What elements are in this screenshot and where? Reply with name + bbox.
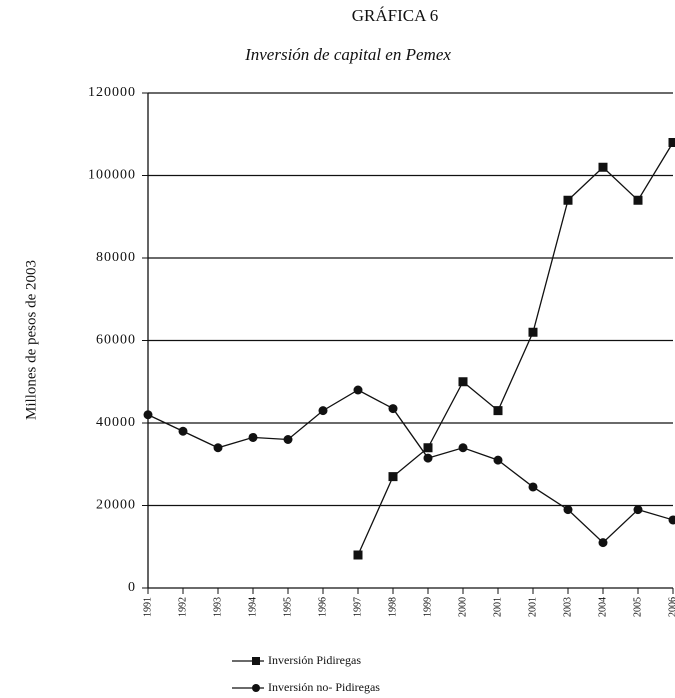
- marker: [353, 385, 363, 395]
- marker: [563, 505, 573, 515]
- x-tick-label: 1992: [177, 597, 188, 617]
- y-axis-label: Millones de pesos de 2003: [23, 260, 39, 420]
- legend-marker: [252, 657, 260, 665]
- x-tick-label: 2003: [562, 597, 573, 617]
- series-line: [357, 142, 674, 556]
- legend-label: Inversión Pidiregas: [268, 653, 361, 667]
- y-tick-label: 120000: [88, 85, 136, 100]
- x-tick-label: 1999: [422, 597, 433, 617]
- marker: [563, 195, 573, 205]
- marker: [598, 162, 608, 172]
- marker: [423, 453, 433, 463]
- x-tick-label: 1995: [282, 597, 293, 617]
- marker: [633, 505, 643, 515]
- y-tick-label: 60000: [96, 333, 136, 348]
- marker: [668, 515, 675, 525]
- y-tick-label: 0: [128, 580, 136, 595]
- marker: [493, 406, 503, 416]
- marker: [598, 538, 608, 548]
- marker: [528, 482, 538, 492]
- marker: [318, 406, 328, 416]
- marker: [388, 404, 398, 414]
- marker: [668, 138, 675, 147]
- marker: [633, 195, 643, 205]
- marker: [458, 443, 468, 453]
- y-tick-label: 20000: [96, 498, 136, 513]
- x-tick-label: 1991: [142, 597, 153, 617]
- x-tick-label: 2006: [667, 597, 675, 617]
- x-tick-label: 1997: [352, 597, 363, 617]
- x-tick-label: 2000: [457, 597, 468, 617]
- marker: [493, 455, 503, 465]
- marker: [178, 426, 188, 436]
- marker: [213, 443, 223, 453]
- y-tick-label: 80000: [96, 250, 136, 265]
- x-tick-label: 2004: [597, 597, 608, 617]
- x-tick-label: 2001: [492, 597, 503, 617]
- marker: [423, 443, 433, 453]
- chart-subtitle: Inversión de capital en Pemex: [244, 45, 451, 64]
- marker: [458, 377, 468, 387]
- y-tick-label: 100000: [88, 168, 136, 183]
- marker: [143, 410, 153, 420]
- y-tick-label: 40000: [96, 415, 136, 430]
- marker: [353, 550, 363, 560]
- marker: [283, 435, 293, 444]
- series-line: [147, 389, 674, 544]
- chart-title: GRÁFICA 6: [352, 6, 438, 25]
- marker: [528, 327, 538, 337]
- legend-label: Inversión no- Pidiregas: [268, 680, 380, 694]
- x-tick-label: 1994: [247, 597, 258, 617]
- legend-marker: [252, 684, 260, 692]
- x-tick-label: 2005: [632, 597, 643, 617]
- x-tick-label: 1996: [317, 597, 328, 617]
- x-tick-label: 2001: [527, 597, 538, 617]
- marker: [388, 472, 398, 482]
- x-tick-label: 1993: [212, 597, 223, 617]
- x-tick-label: 1998: [387, 597, 398, 617]
- marker: [248, 432, 258, 442]
